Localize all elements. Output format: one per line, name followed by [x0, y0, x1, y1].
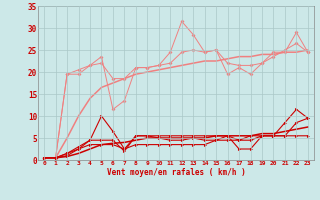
X-axis label: Vent moyen/en rafales ( km/h ): Vent moyen/en rafales ( km/h ) [107, 168, 245, 177]
